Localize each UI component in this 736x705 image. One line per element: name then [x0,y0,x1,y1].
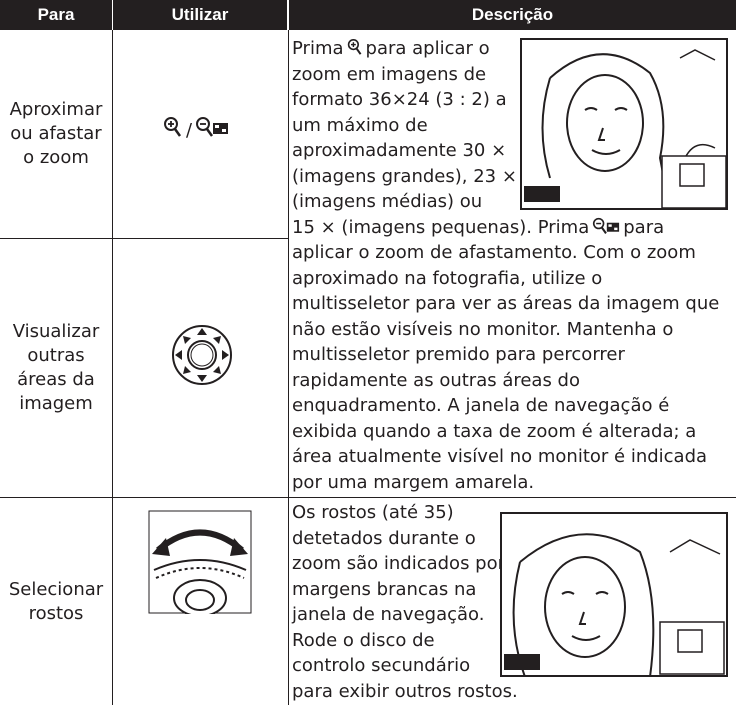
text: rostos [28,603,84,624]
text-line: zoom são indicados por [292,553,506,574]
column-border [112,30,113,705]
description: Os rostos (até 35) detetados durante o z… [292,500,518,704]
text-line: aproximado na fotografia, utilize o [292,267,603,289]
text-line: multisseletor para ver as áreas da image… [292,293,720,314]
text: para aplicar o [365,38,490,59]
text-line: Rode o disco de [292,629,435,651]
text-line: aproximadamente 30 × [292,140,507,161]
header-cell: Utilizar [113,0,287,30]
zoom-out-icon [593,217,620,234]
text-line: um máximo de [292,114,428,136]
header-cell: Descrição [289,0,736,30]
text: 15 × (imagens pequenas). Prima [292,216,590,238]
header-cell: Para [0,0,112,30]
text-line: (imagens médias) ou [292,191,483,212]
multiselector-icon [172,325,232,385]
text-line: 15 × (imagens pequenas). Prima para [292,215,719,241]
text-line: enquadramento. A janela de navegação é [292,395,670,416]
text-line: detetados durante o [292,527,476,549]
text-line: área atualmente visível no monitor é ind… [292,446,708,467]
text: outras [27,345,85,366]
text-line: rapidamente as outras áreas do [292,369,580,391]
zoom-out-icon [196,117,229,137]
text: Aproximar [9,99,103,120]
text: ou afastar [10,123,102,144]
text-line: Os rostos (até 35) [292,502,454,523]
text-line: para exibir outros rostos. [292,680,518,702]
text: o zoom [23,147,89,168]
row-label: Aproximar ou afastar o zoom [0,98,112,170]
text: Prima [292,38,344,59]
text-line: por uma margem amarela. [292,471,535,493]
text-line: Prima para aplicar o [292,36,719,62]
text: imagem [19,393,93,414]
zoom-in-icon [347,39,361,55]
text-line: margens brancas na [292,578,477,600]
text-line: não estão visíveis no monitor. Mantenha … [292,318,674,340]
zoom-buttons: / [160,116,232,141]
row-label: Visualizar outras áreas da imagem [0,320,112,416]
text-line: controlo secundário [292,655,471,676]
text: áreas da [17,369,95,390]
description: Prima para aplicar o zoom em imagens de f… [292,36,719,495]
text-line: janela de navegação. [292,604,485,625]
text: Selecionar [8,579,104,600]
row-border [0,497,736,498]
row-label: Selecionar rostos [0,578,112,626]
row-border [0,238,288,239]
text-line: zoom em imagens de [292,63,487,85]
text-line: (imagens grandes), 23 × [292,165,517,187]
text-line: formato 36×24 (3 : 2) a [292,89,507,110]
faces-illustration [500,512,728,677]
separator: / [186,120,193,141]
text: Visualizar [12,321,100,342]
zoom-in-icon [164,117,182,137]
sub-command-dial-icon [148,510,252,614]
text-line: exibida quando a taxa de zoom é alterada… [292,420,697,442]
text: para [623,216,665,238]
column-border [288,30,289,705]
zoom-illustration [520,38,728,210]
text-line: multisseletor premido para percorrer [292,344,625,365]
text-line: aplicar o zoom de afastamento. Com o zoo… [292,242,696,263]
